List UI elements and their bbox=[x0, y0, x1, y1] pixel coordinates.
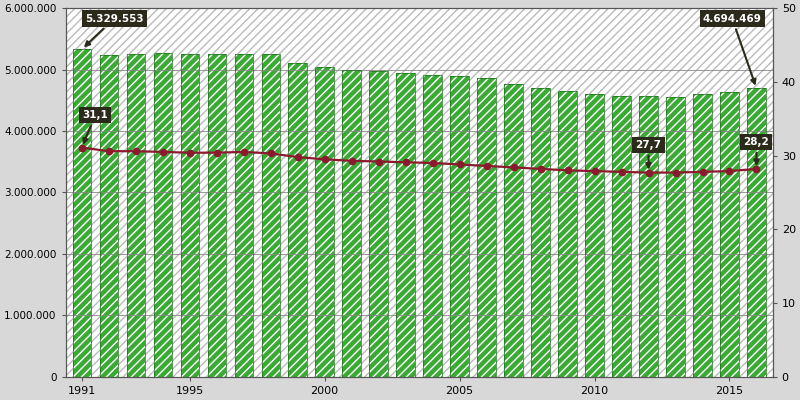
Bar bbox=[450, 76, 469, 377]
Bar bbox=[397, 73, 415, 377]
Bar bbox=[370, 72, 388, 377]
Bar bbox=[612, 96, 630, 377]
Bar bbox=[720, 92, 738, 377]
Bar bbox=[478, 78, 496, 377]
Bar bbox=[370, 72, 388, 377]
Bar bbox=[478, 78, 496, 377]
Bar bbox=[423, 74, 442, 377]
Bar bbox=[720, 92, 738, 377]
Bar bbox=[207, 54, 226, 377]
Bar bbox=[73, 49, 91, 377]
Bar bbox=[747, 88, 766, 377]
Bar bbox=[315, 67, 334, 377]
Bar bbox=[262, 54, 280, 377]
Bar bbox=[558, 92, 577, 377]
Bar bbox=[289, 63, 307, 377]
Text: 5.329.553: 5.329.553 bbox=[85, 14, 143, 46]
Bar bbox=[289, 63, 307, 377]
Bar bbox=[342, 70, 361, 377]
Bar bbox=[154, 54, 172, 377]
Bar bbox=[531, 88, 550, 377]
Bar bbox=[694, 94, 712, 377]
Text: 27,7: 27,7 bbox=[635, 140, 662, 168]
Bar bbox=[694, 94, 712, 377]
Bar bbox=[505, 84, 522, 377]
Bar bbox=[181, 54, 199, 377]
Bar bbox=[666, 96, 685, 377]
Bar bbox=[531, 88, 550, 377]
Bar bbox=[315, 67, 334, 377]
Bar bbox=[342, 70, 361, 377]
Bar bbox=[423, 74, 442, 377]
Bar bbox=[612, 96, 630, 377]
Text: 4.694.469: 4.694.469 bbox=[702, 14, 762, 84]
Bar bbox=[126, 54, 145, 377]
Bar bbox=[558, 92, 577, 377]
Bar bbox=[586, 94, 604, 377]
Bar bbox=[586, 94, 604, 377]
Bar bbox=[505, 84, 522, 377]
Bar bbox=[262, 54, 280, 377]
Bar bbox=[99, 55, 118, 377]
Bar bbox=[639, 96, 658, 377]
Bar bbox=[73, 49, 91, 377]
Bar bbox=[397, 73, 415, 377]
Bar bbox=[126, 54, 145, 377]
Bar bbox=[99, 55, 118, 377]
Bar bbox=[154, 54, 172, 377]
Bar bbox=[181, 54, 199, 377]
Bar bbox=[747, 88, 766, 377]
Bar bbox=[234, 54, 253, 377]
Bar bbox=[639, 96, 658, 377]
Bar bbox=[666, 96, 685, 377]
Text: 31,1: 31,1 bbox=[82, 110, 108, 143]
Bar bbox=[450, 76, 469, 377]
Text: 28,2: 28,2 bbox=[744, 137, 770, 164]
Bar bbox=[234, 54, 253, 377]
Bar bbox=[207, 54, 226, 377]
